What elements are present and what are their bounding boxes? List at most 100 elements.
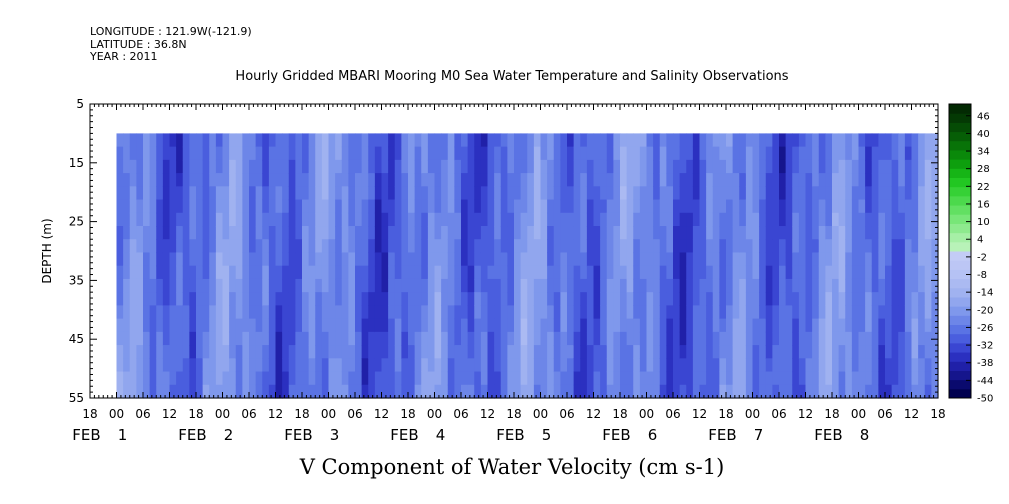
heat-cell	[924, 384, 932, 399]
heat-cell	[726, 199, 734, 214]
heat-cell	[639, 212, 648, 227]
heat-cell	[487, 371, 495, 386]
heat-cell	[752, 239, 760, 254]
heat-cell	[401, 159, 409, 174]
heat-cell	[739, 252, 747, 267]
colorbar-label: -50	[977, 394, 993, 405]
heat-cell	[149, 212, 157, 227]
heat-cell	[374, 345, 383, 359]
heat-cell	[143, 292, 151, 306]
heat-cell	[898, 252, 906, 267]
heat-cell	[202, 133, 210, 148]
heat-cell	[646, 371, 654, 386]
heat-cell	[593, 173, 601, 187]
heat-cell	[878, 146, 886, 161]
heat-cell	[368, 226, 376, 240]
heat-cell	[315, 212, 323, 227]
heat-cell	[924, 252, 932, 267]
heat-cell	[467, 133, 475, 148]
heat-cell	[255, 199, 263, 214]
heat-cell	[765, 212, 773, 227]
heat-cell	[441, 265, 449, 280]
heat-cell	[606, 199, 614, 214]
heat-cell	[275, 186, 283, 201]
heat-cell	[500, 133, 508, 148]
heat-cell	[706, 146, 714, 161]
heat-cell	[567, 226, 575, 240]
heat-cell	[851, 384, 860, 399]
heat-cell	[182, 371, 190, 386]
heat-cell	[355, 292, 363, 306]
heat-cell	[805, 133, 813, 148]
heat-cell	[288, 133, 296, 148]
heat-cell	[368, 239, 376, 254]
heat-cell	[222, 199, 230, 214]
heat-cell	[229, 384, 237, 399]
heat-cell	[785, 292, 793, 306]
heat-cell	[361, 371, 369, 386]
heat-cell	[865, 199, 873, 214]
heat-cell	[368, 278, 376, 293]
heat-cell	[268, 305, 277, 320]
heat-cell	[673, 173, 681, 187]
heat-cell	[673, 159, 681, 174]
heat-cell	[779, 199, 787, 214]
heat-cell	[838, 239, 846, 254]
heat-cell	[494, 186, 502, 201]
heat-cell	[772, 239, 780, 254]
heat-cell	[268, 292, 277, 306]
heat-cell	[123, 199, 131, 214]
heat-cell	[885, 305, 893, 320]
heat-cell	[527, 371, 535, 386]
heat-cell	[321, 318, 330, 333]
heat-cell	[759, 345, 767, 359]
heat-cell	[467, 239, 475, 254]
heat-cell	[474, 345, 482, 359]
heat-cell	[368, 358, 376, 373]
heat-cell	[626, 384, 634, 399]
heat-cell	[560, 159, 568, 174]
heat-cell	[235, 186, 243, 201]
heat-cell	[414, 278, 422, 293]
heat-cell	[772, 371, 780, 386]
heat-cell	[560, 318, 568, 333]
chart-title: Hourly Gridded MBARI Mooring M0 Sea Wate…	[235, 69, 788, 84]
heat-cell	[679, 292, 687, 306]
heat-cell	[129, 199, 137, 214]
heat-cell	[447, 305, 455, 320]
heat-cell	[427, 265, 436, 280]
heat-cell	[911, 358, 919, 373]
heat-cell	[189, 212, 197, 227]
heat-cell	[918, 146, 926, 161]
heat-cell	[196, 186, 204, 201]
heat-cell	[573, 384, 581, 399]
heat-cell	[779, 212, 787, 227]
heat-cell	[196, 331, 204, 346]
heat-cell	[394, 173, 402, 187]
heat-cell	[633, 186, 641, 201]
heat-cell	[785, 199, 793, 214]
heat-cell	[659, 212, 667, 227]
heat-cell	[904, 318, 913, 333]
heat-cell	[679, 212, 687, 227]
heat-cell	[235, 173, 243, 187]
heat-cell	[586, 199, 595, 214]
heat-cell	[308, 212, 316, 227]
colorbar-swatch	[949, 306, 971, 316]
heat-cell	[620, 345, 628, 359]
heat-cell	[673, 318, 681, 333]
heat-cell	[209, 173, 217, 187]
heat-cell	[315, 318, 323, 333]
heat-cell	[434, 305, 442, 320]
heat-cell	[871, 318, 879, 333]
heat-cell	[739, 226, 747, 240]
heat-cell	[328, 331, 336, 346]
heat-cell	[480, 345, 489, 359]
heat-cell	[851, 331, 860, 346]
heat-cell	[421, 292, 429, 306]
heat-cell	[918, 252, 926, 267]
heat-cell	[924, 345, 932, 359]
heat-cell	[308, 199, 316, 214]
heat-cell	[156, 292, 164, 306]
heat-cell	[580, 212, 588, 227]
